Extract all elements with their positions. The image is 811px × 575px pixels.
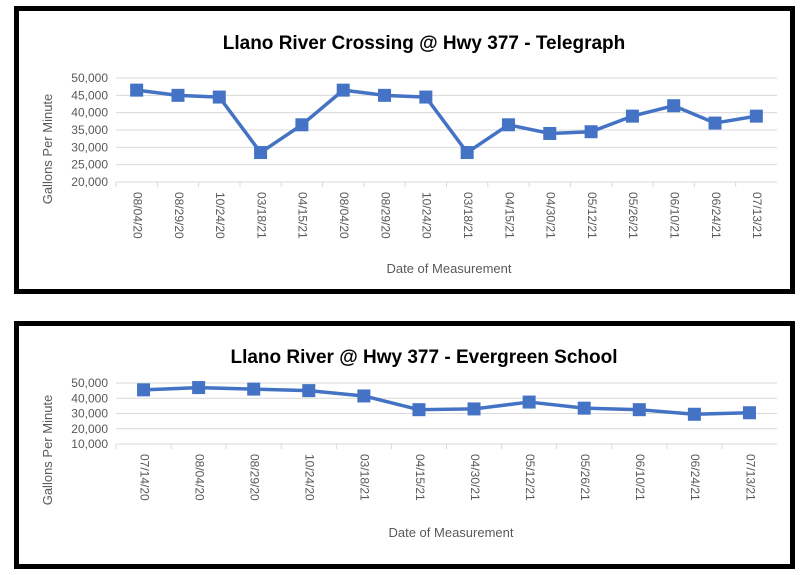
data-point [302, 384, 316, 398]
x-tick-label: 08/29/20 [248, 454, 262, 501]
series-line [136, 88, 757, 155]
data-point [708, 116, 722, 130]
data-point [171, 88, 185, 102]
chart-evergreen: Llano River @ Hwy 377 - Evergreen School… [40, 347, 777, 540]
y-tick-label: 30,000 [71, 140, 108, 154]
x-tick-label: 03/18/21 [461, 192, 475, 239]
y-tick-label: 40,000 [71, 106, 108, 120]
data-point [667, 99, 681, 113]
data-point [584, 125, 598, 139]
data-point [247, 382, 261, 396]
x-tick-label: 08/04/20 [130, 192, 144, 239]
data-point [687, 407, 701, 421]
data-point [522, 395, 536, 409]
y-tick-label: 50,000 [71, 71, 108, 85]
data-point [192, 381, 206, 395]
x-tick-label: 07/14/20 [137, 454, 151, 501]
x-tick-label: 07/13/21 [743, 454, 757, 501]
x-tick-label: 06/24/21 [709, 192, 723, 239]
data-point [137, 383, 151, 397]
data-point [543, 126, 557, 140]
x-axis-label: Date of Measurement [386, 261, 511, 276]
x-tick-label: 06/10/21 [668, 192, 682, 239]
x-tick-label: 08/29/20 [378, 192, 392, 239]
data-point [625, 109, 639, 123]
x-tick-label: 05/26/21 [626, 192, 640, 239]
y-axis-label: Gallons Per Minute [40, 94, 55, 205]
chart-title: Llano River Crossing @ Hwy 377 - Telegra… [223, 33, 626, 54]
x-tick-label: 05/26/21 [578, 454, 592, 501]
x-tick-label: 06/24/21 [688, 454, 702, 501]
x-tick-label: 05/12/21 [585, 192, 599, 239]
chart-panel-telegraph: Llano River Crossing @ Hwy 377 - Telegra… [14, 6, 795, 294]
x-tick-label: 04/15/21 [502, 192, 516, 239]
data-point [295, 118, 309, 132]
data-point [336, 83, 350, 97]
data-point [212, 90, 226, 104]
data-point [467, 402, 481, 416]
x-tick-label: 08/29/20 [172, 192, 186, 239]
data-point [357, 389, 371, 403]
x-tick-label: 10/24/20 [303, 454, 317, 501]
data-point [577, 401, 591, 415]
x-tick-label: 04/30/21 [544, 192, 558, 239]
y-axis-label: Gallons Per Minute [40, 395, 55, 506]
y-tick-label: 50,000 [71, 376, 108, 390]
data-point [412, 403, 426, 417]
y-tick-label: 20,000 [71, 422, 108, 436]
y-tick-label: 10,000 [71, 437, 108, 451]
series-line [143, 385, 750, 417]
x-tick-label: 04/15/21 [413, 454, 427, 501]
data-point [419, 90, 433, 104]
data-point [742, 406, 756, 420]
x-tick-label: 10/24/20 [420, 192, 434, 239]
data-point [460, 146, 474, 160]
data-point [501, 118, 515, 132]
x-tick-label: 06/10/21 [633, 454, 647, 501]
y-tick-label: 35,000 [71, 123, 108, 137]
data-point [378, 88, 392, 102]
x-tick-label: 05/12/21 [523, 454, 537, 501]
data-point [254, 146, 268, 160]
chart-title: Llano River @ Hwy 377 - Evergreen School [230, 347, 617, 368]
x-tick-label: 04/30/21 [468, 454, 482, 501]
data-point [632, 403, 646, 417]
y-tick-label: 30,000 [71, 407, 108, 421]
y-tick-label: 25,000 [71, 158, 108, 172]
x-tick-label: 08/04/20 [337, 192, 351, 239]
x-tick-label: 08/04/20 [192, 454, 206, 501]
y-tick-label: 40,000 [71, 391, 108, 405]
data-point [749, 109, 763, 123]
y-tick-label: 45,000 [71, 88, 108, 102]
x-tick-label: 03/18/21 [358, 454, 372, 501]
chart-panel-evergreen: Llano River @ Hwy 377 - Evergreen School… [14, 321, 795, 569]
x-tick-label: 10/24/20 [213, 192, 227, 239]
data-point [130, 83, 144, 97]
x-tick-label: 03/18/21 [254, 192, 268, 239]
x-tick-label: 07/13/21 [750, 192, 764, 239]
x-tick-label: 04/15/21 [296, 192, 310, 239]
x-axis-label: Date of Measurement [388, 525, 513, 540]
y-tick-label: 20,000 [71, 175, 108, 189]
chart-telegraph: Llano River Crossing @ Hwy 377 - Telegra… [40, 33, 777, 276]
